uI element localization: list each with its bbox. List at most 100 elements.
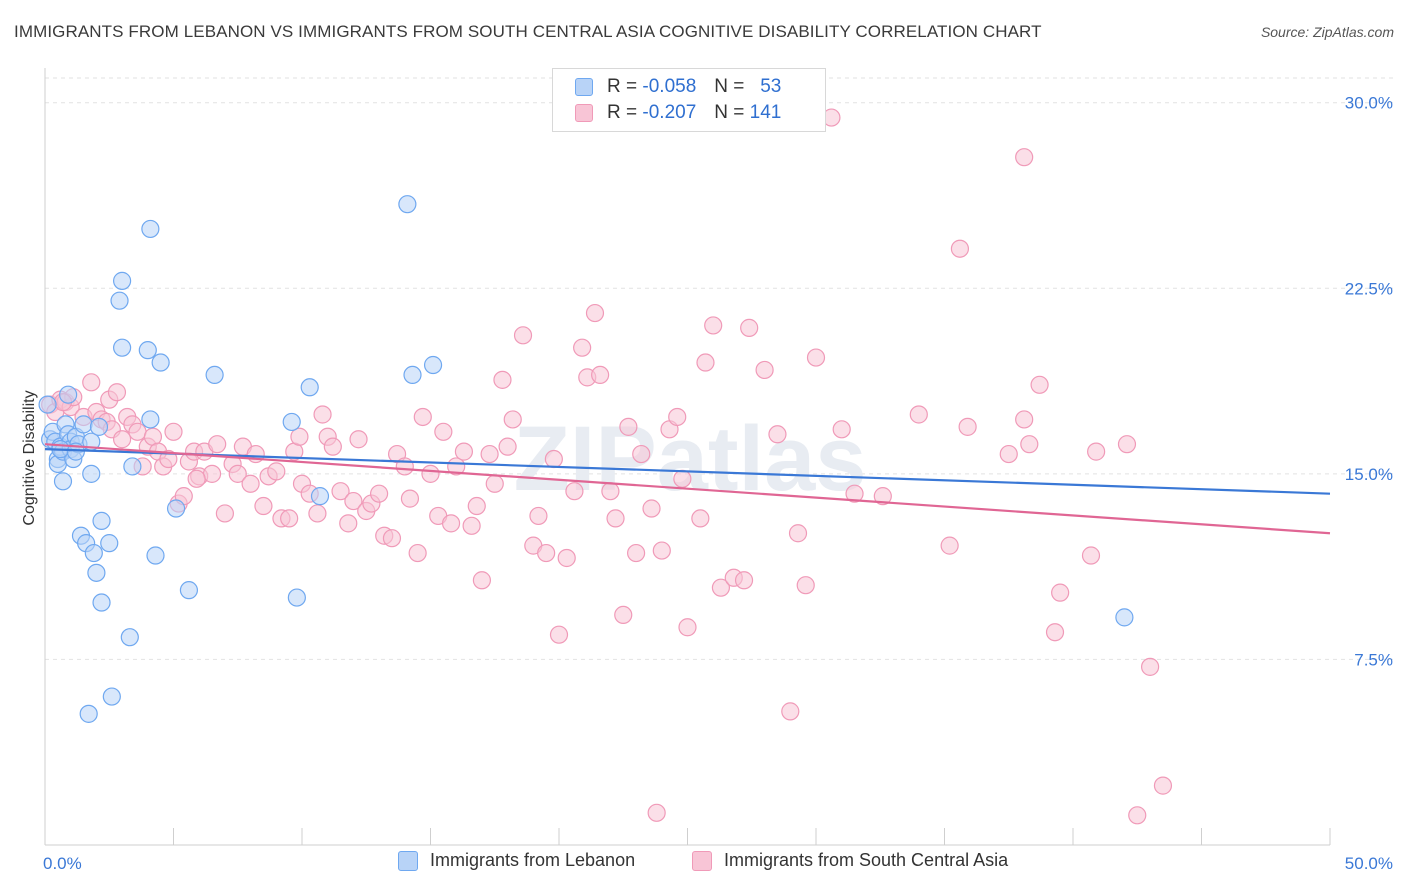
- data-point: [573, 338, 592, 357]
- data-point: [557, 548, 576, 568]
- data-point: [400, 489, 420, 508]
- data-point: [696, 353, 715, 372]
- data-point: [164, 422, 183, 441]
- data-point: [331, 482, 350, 501]
- n-value-lebanon: 53: [760, 76, 782, 97]
- legend-swatch-lebanon: [398, 850, 418, 871]
- series-south-central-asia: [41, 108, 1173, 825]
- data-point: [413, 407, 432, 427]
- data-point: [909, 405, 928, 424]
- legend-label-lebanon: Immigrants from Lebanon: [430, 850, 636, 870]
- data-point: [53, 472, 73, 491]
- data-point: [79, 704, 98, 723]
- data-point: [591, 365, 610, 385]
- data-point: [606, 509, 625, 528]
- data-point: [711, 578, 731, 597]
- data-point: [704, 316, 723, 335]
- legend-row-south-central-asia: R = -0.207 N = 141: [575, 100, 781, 126]
- data-point: [382, 529, 402, 548]
- data-point: [74, 415, 93, 434]
- data-point: [781, 702, 800, 721]
- data-point: [398, 195, 417, 214]
- data-point: [768, 425, 787, 444]
- y-tick-label: 15.0%: [1345, 465, 1393, 484]
- data-point: [141, 219, 160, 239]
- data-point: [632, 444, 651, 464]
- data-point: [845, 484, 864, 503]
- data-point: [462, 516, 481, 535]
- data-point: [370, 484, 389, 503]
- data-point: [691, 509, 710, 528]
- legend-item-lebanon: Immigrants from Lebanon: [398, 850, 635, 871]
- source-label: Source: ZipAtlas.com: [1260, 24, 1394, 40]
- data-point: [950, 239, 970, 258]
- data-point: [565, 482, 584, 501]
- legend-swatch-south-central-asia: [575, 104, 593, 122]
- data-point: [179, 581, 199, 600]
- data-point: [290, 427, 309, 446]
- data-point: [403, 365, 422, 385]
- data-point: [254, 496, 273, 516]
- data-point: [1045, 623, 1065, 642]
- y-tick-label: 30.0%: [1345, 94, 1393, 113]
- data-point: [112, 271, 132, 290]
- data-point: [421, 464, 440, 483]
- data-point: [38, 395, 57, 414]
- data-point: [652, 541, 671, 560]
- data-point: [344, 491, 363, 511]
- legend-swatch-lebanon: [575, 78, 593, 96]
- data-point: [806, 348, 826, 367]
- data-point: [454, 442, 474, 461]
- data-point: [87, 563, 106, 582]
- legend-item-south-central-asia: Immigrants from South Central Asia: [692, 850, 1008, 871]
- data-point: [205, 365, 224, 385]
- r-label: R =: [607, 76, 638, 97]
- legend-row-lebanon: R = -0.058 N = 53: [575, 74, 781, 100]
- trend-line: [44, 448, 1331, 495]
- y-axis-label: Cognitive Disability: [21, 390, 38, 525]
- data-point: [323, 437, 342, 456]
- n-label: N =: [714, 76, 745, 97]
- data-point: [339, 514, 358, 533]
- x-tick-label: 50.0%: [1345, 854, 1393, 873]
- data-point: [1115, 608, 1134, 627]
- data-point: [215, 504, 234, 523]
- data-point: [678, 618, 697, 637]
- data-point: [734, 571, 754, 590]
- data-point: [308, 504, 327, 523]
- data-point: [740, 318, 759, 337]
- data-point: [1081, 546, 1101, 565]
- data-point: [467, 496, 486, 516]
- data-point: [480, 444, 499, 464]
- data-point: [788, 524, 808, 543]
- axis-labels: 7.5% 15.0% 22.5% 30.0% 0.0% 50.0% Cognitive Di…: [21, 94, 1393, 873]
- n-label: N =: [714, 102, 745, 123]
- data-point: [1020, 435, 1039, 454]
- data-point: [1051, 583, 1070, 602]
- data-point: [84, 543, 103, 563]
- data-point: [673, 469, 692, 488]
- data-point: [441, 514, 461, 533]
- data-point: [59, 385, 78, 404]
- axes: [44, 68, 1331, 846]
- data-point: [614, 605, 633, 625]
- data-point: [626, 543, 646, 563]
- data-point: [755, 360, 774, 380]
- r-label: R =: [607, 102, 638, 123]
- legend-swatch-south-central-asia: [692, 850, 712, 871]
- data-point: [138, 341, 157, 360]
- data-point: [647, 803, 666, 822]
- data-point: [544, 449, 563, 469]
- data-point: [89, 417, 109, 436]
- data-point: [601, 482, 620, 501]
- data-point: [485, 474, 504, 493]
- data-point: [110, 291, 129, 310]
- data-point: [112, 338, 132, 357]
- grid-lines: [45, 77, 1393, 660]
- data-point: [619, 417, 638, 436]
- data-point: [529, 506, 548, 526]
- data-point: [1128, 806, 1147, 825]
- data-point: [1087, 442, 1106, 461]
- data-point: [434, 422, 453, 441]
